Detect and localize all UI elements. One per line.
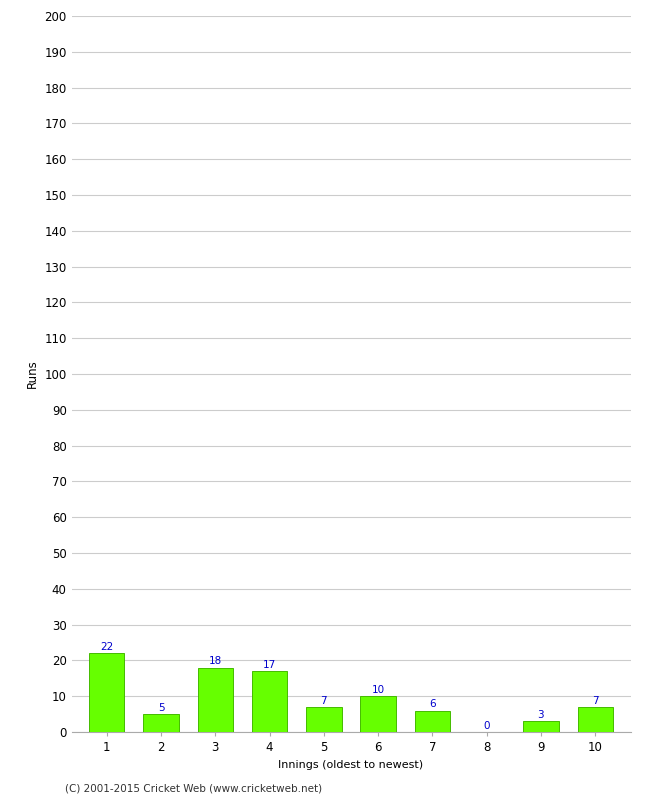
Bar: [252, 671, 287, 732]
Text: 3: 3: [538, 710, 544, 720]
Bar: [306, 707, 341, 732]
Text: 7: 7: [592, 695, 599, 706]
Bar: [89, 654, 124, 732]
Text: 18: 18: [209, 656, 222, 666]
Text: (C) 2001-2015 Cricket Web (www.cricketweb.net): (C) 2001-2015 Cricket Web (www.cricketwe…: [65, 784, 322, 794]
Y-axis label: Runs: Runs: [26, 360, 39, 388]
Text: 5: 5: [158, 702, 164, 713]
Text: 17: 17: [263, 660, 276, 670]
Bar: [578, 707, 613, 732]
Text: 10: 10: [372, 685, 385, 694]
Text: 7: 7: [320, 695, 327, 706]
Bar: [198, 667, 233, 732]
Bar: [415, 710, 450, 732]
X-axis label: Innings (oldest to newest): Innings (oldest to newest): [278, 759, 424, 770]
Bar: [523, 722, 558, 732]
Bar: [144, 714, 179, 732]
Text: 6: 6: [429, 699, 436, 709]
Text: 22: 22: [100, 642, 113, 652]
Text: 0: 0: [484, 721, 490, 730]
Bar: [361, 696, 396, 732]
